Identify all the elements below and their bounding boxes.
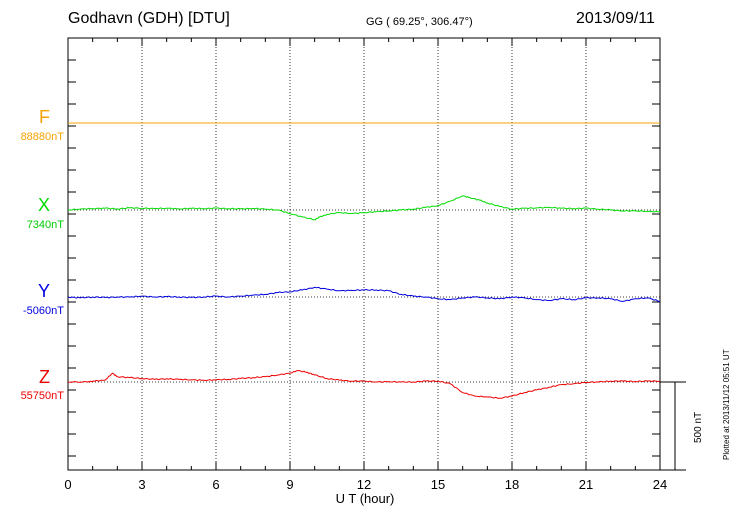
label-Z: Z — [39, 367, 50, 387]
baseline-F: 88880nT — [20, 131, 64, 143]
baseline-X: 7340nT — [26, 219, 64, 231]
label-Y: Y — [37, 281, 50, 301]
plot-date: 2013/09/11 — [576, 10, 655, 27]
station-coordinates: GG ( 69.25°, 306.47°) — [366, 16, 473, 28]
traces — [67, 122, 661, 399]
trace-X — [67, 195, 661, 221]
x-tick-label-24: 24 — [652, 477, 668, 492]
x-tick-label-12: 12 — [356, 477, 372, 492]
label-F: F — [39, 107, 50, 127]
x-tick-label-21: 21 — [578, 477, 594, 492]
x-ticks — [67, 38, 661, 470]
trace-Z — [67, 370, 661, 399]
label-X: X — [37, 195, 50, 215]
x-tick-label-15: 15 — [430, 477, 446, 492]
station-title: Godhavn (GDH) [DTU] — [68, 10, 230, 27]
scale-bar — [660, 381, 686, 471]
baseline-Z: 55750nT — [20, 390, 64, 402]
x-tick-label-0: 0 — [64, 477, 72, 492]
y-ticks — [68, 59, 660, 457]
x-tick-label-6: 6 — [212, 477, 220, 492]
x-axis-label: U T (hour) — [335, 491, 395, 506]
x-tick-label-3: 3 — [138, 477, 146, 492]
trace-Y — [67, 286, 661, 302]
scale-bar-label: 500 nT — [693, 411, 704, 443]
plotted-timestamp: Plotted at 2013/11/12 05:51 UT — [722, 349, 730, 460]
x-grid — [141, 38, 587, 470]
x-tick-label-9: 9 — [286, 477, 294, 492]
baseline-Y: -5060nT — [23, 305, 64, 317]
x-tick-label-18: 18 — [504, 477, 520, 492]
